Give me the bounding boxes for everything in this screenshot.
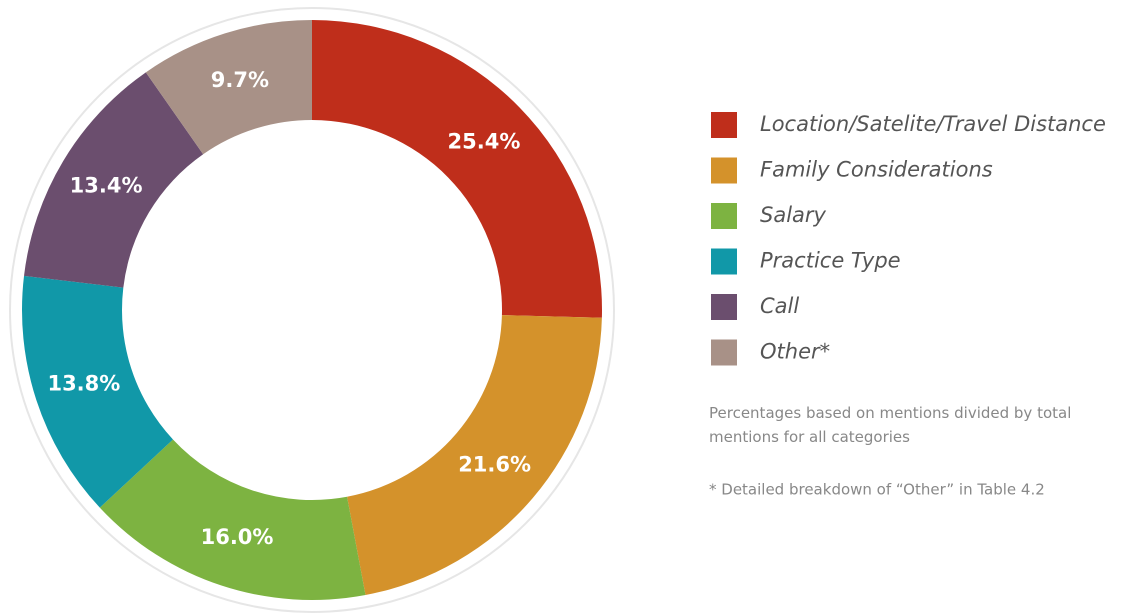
data-label: 9.7% (211, 68, 269, 92)
slice (312, 20, 602, 318)
legend-label: Practice Type (760, 249, 901, 273)
data-label: 25.4% (448, 130, 521, 154)
note: Percentages based on mentions divided by… (709, 404, 1071, 422)
legend-label: Other* (760, 340, 830, 364)
footnote: * Detailed breakdown of “Other” in Table… (709, 481, 1045, 499)
legend-swatch (711, 203, 737, 229)
data-label: 16.0% (201, 525, 274, 549)
slice (347, 315, 602, 596)
data-label: 21.6% (458, 453, 531, 477)
legend-swatch (711, 157, 737, 184)
slice (24, 72, 204, 288)
legend-label: Family Considerations (760, 158, 993, 182)
note: mentions for all categories (709, 428, 910, 446)
legend-swatch (711, 248, 737, 275)
legend-label: Location/Satelite/Travel Distance (760, 112, 1106, 136)
legend-swatch (711, 112, 737, 138)
legend-label: Call (760, 294, 799, 318)
legend-swatch (711, 339, 737, 366)
note-line: Percentages based on mentions divided by… (709, 404, 1071, 446)
slice (21, 275, 173, 508)
legend-swatch (711, 294, 737, 320)
slice (99, 439, 366, 600)
data-label: 13.8% (47, 372, 120, 396)
data-label: 13.4% (70, 174, 143, 198)
outer-ring (9, 7, 615, 613)
slice (145, 20, 312, 155)
legend-label: Salary (760, 203, 827, 227)
